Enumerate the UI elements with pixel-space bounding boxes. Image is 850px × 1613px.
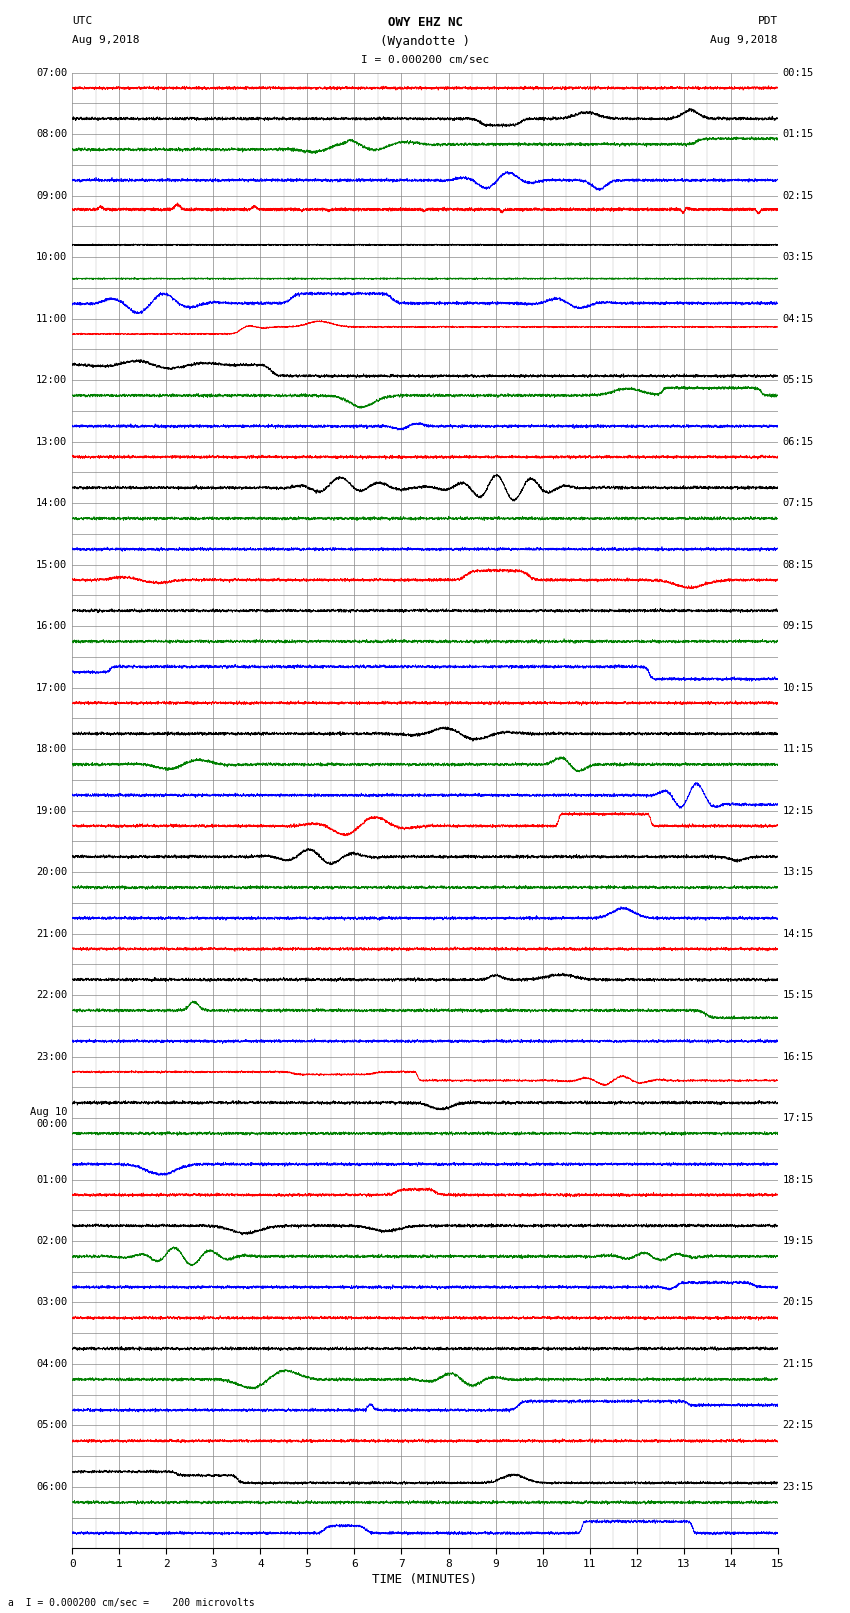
Text: PDT: PDT bbox=[757, 16, 778, 26]
Text: UTC: UTC bbox=[72, 16, 93, 26]
Text: OWY EHZ NC: OWY EHZ NC bbox=[388, 16, 462, 29]
Text: I = 0.000200 cm/sec: I = 0.000200 cm/sec bbox=[361, 55, 489, 65]
Text: (Wyandotte ): (Wyandotte ) bbox=[380, 35, 470, 48]
Text: a  I = 0.000200 cm/sec =    200 microvolts: a I = 0.000200 cm/sec = 200 microvolts bbox=[8, 1598, 255, 1608]
Text: Aug 9,2018: Aug 9,2018 bbox=[711, 35, 778, 45]
X-axis label: TIME (MINUTES): TIME (MINUTES) bbox=[372, 1573, 478, 1586]
Text: Aug 9,2018: Aug 9,2018 bbox=[72, 35, 139, 45]
